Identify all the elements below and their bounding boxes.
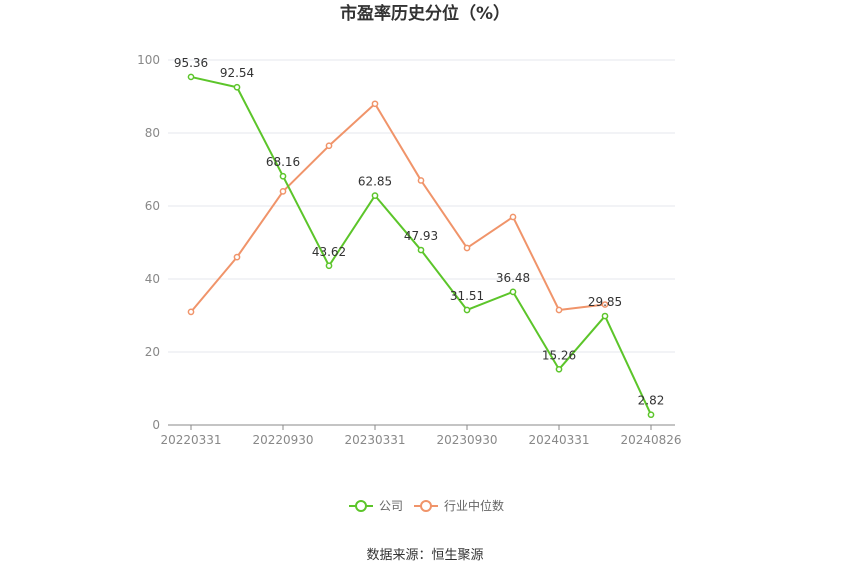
data-label: 43.62 bbox=[312, 245, 346, 259]
data-point[interactable] bbox=[601, 312, 609, 320]
data-label: 68.16 bbox=[266, 155, 300, 169]
data-point[interactable] bbox=[601, 301, 609, 308]
data-label: 2.82 bbox=[638, 394, 665, 408]
legend-label: 行业中位数 bbox=[444, 498, 504, 513]
data-label: 31.51 bbox=[450, 289, 484, 303]
data-point[interactable] bbox=[371, 100, 379, 108]
data-point[interactable] bbox=[325, 262, 333, 270]
data-label: 62.85 bbox=[358, 175, 392, 189]
data-point[interactable] bbox=[187, 308, 195, 316]
x-tick-label: 20230930 bbox=[436, 433, 497, 447]
data-label: 15.26 bbox=[542, 348, 576, 362]
x-tick-label: 20240331 bbox=[528, 433, 589, 447]
legend-marker bbox=[420, 500, 432, 512]
data-point[interactable] bbox=[555, 365, 563, 373]
series-line-company bbox=[190, 75, 652, 416]
legend-label: 公司 bbox=[379, 499, 403, 513]
legend-industry-median[interactable]: 行业中位数 bbox=[414, 498, 504, 513]
data-label: 92.54 bbox=[220, 66, 254, 80]
data-point[interactable] bbox=[279, 172, 287, 180]
x-tick-label: 20240826 bbox=[620, 433, 681, 447]
data-point[interactable] bbox=[463, 244, 471, 252]
data-point[interactable] bbox=[509, 288, 517, 296]
data-point[interactable] bbox=[233, 83, 241, 91]
data-point[interactable] bbox=[463, 306, 471, 314]
data-labels: 95.36 92.54 68.16 43.62 62.85 47.93 31.51 36.48… bbox=[174, 56, 665, 408]
y-tick-label: 0 bbox=[152, 418, 160, 432]
legend[interactable]: 公司 行业中位数 bbox=[349, 498, 504, 513]
data-label: 29.85 bbox=[588, 295, 622, 309]
y-tick-label: 40 bbox=[145, 272, 160, 286]
data-point[interactable] bbox=[555, 306, 563, 314]
legend-company[interactable]: 公司 bbox=[349, 499, 403, 513]
data-point[interactable] bbox=[279, 188, 287, 195]
x-tick-label: 20230331 bbox=[344, 433, 405, 447]
x-tick-label: 20220930 bbox=[252, 433, 313, 447]
y-tick-label: 20 bbox=[145, 345, 160, 359]
data-point[interactable] bbox=[371, 192, 379, 199]
data-point[interactable] bbox=[187, 73, 195, 81]
data-label: 95.36 bbox=[174, 56, 208, 70]
y-tick-label: 100 bbox=[137, 53, 160, 67]
data-point[interactable] bbox=[417, 177, 425, 184]
data-point[interactable] bbox=[233, 253, 241, 261]
data-source: 数据来源：恒生聚源 bbox=[366, 548, 483, 563]
data-point[interactable] bbox=[509, 213, 517, 221]
y-tick-label: 80 bbox=[145, 126, 160, 140]
axes: 0 20 40 60 80 100 20220331 20220930 20230331 2023… bbox=[137, 53, 681, 447]
y-tick-label: 60 bbox=[145, 199, 160, 213]
data-point[interactable] bbox=[417, 246, 425, 254]
x-tick-label: 20220331 bbox=[160, 433, 221, 447]
chart-title: 市盈率历史分位（%） bbox=[340, 3, 510, 24]
data-label: 47.93 bbox=[404, 229, 438, 243]
series-line-industry-median bbox=[190, 102, 606, 313]
data-point[interactable] bbox=[325, 142, 333, 150]
grid bbox=[168, 59, 675, 353]
data-point[interactable] bbox=[647, 411, 655, 419]
legend-marker bbox=[355, 500, 367, 512]
data-label: 36.48 bbox=[496, 271, 530, 285]
series-layer bbox=[187, 73, 655, 419]
